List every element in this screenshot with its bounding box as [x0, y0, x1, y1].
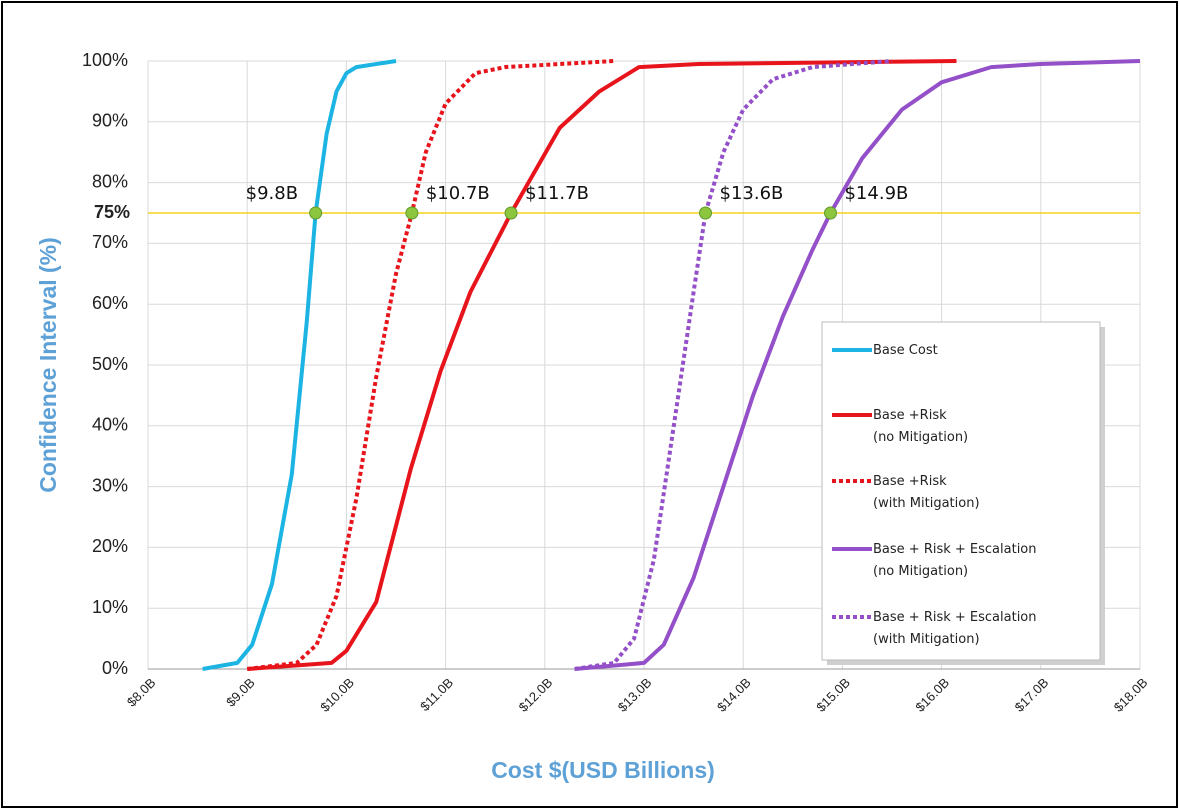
legend-label: Base + Risk + Escalation (with Mitigation… [873, 610, 1037, 647]
annotation-point [823, 206, 837, 220]
y-tick-label: 90% [92, 111, 128, 131]
legend-label: Base Cost [873, 343, 938, 358]
y-tick-label: 70% [92, 232, 128, 252]
annotation-point [699, 206, 713, 220]
legend-label: Base +Risk (with Mitigation) [873, 474, 980, 511]
annotation-label: $13.6B [720, 183, 784, 204]
legend-label: Base +Risk (no Mitigation) [873, 408, 968, 445]
y-tick-label: 40% [92, 415, 128, 435]
y-tick-label: 60% [92, 293, 128, 313]
series-line [574, 59, 1141, 671]
y-tick-label: 0% [102, 658, 128, 678]
annotation-label: $9.8B [246, 183, 298, 204]
y-tick-label: 30% [92, 475, 128, 495]
y-tick-label: 20% [92, 536, 128, 556]
legend [821, 321, 1101, 661]
y-tick-label: 80% [92, 171, 128, 191]
y-tick-label: 100% [82, 50, 128, 70]
annotation-point [405, 206, 419, 220]
y-axis-title: Confidence Interval (%) [35, 237, 61, 493]
y-tick-label: 50% [92, 354, 128, 374]
annotation-label: $10.7B [426, 183, 490, 204]
x-axis-title: Cost $(USD Billions) [491, 757, 715, 783]
y-tick-label: 10% [92, 597, 128, 617]
series-line [202, 59, 397, 671]
legend-label: Base + Risk + Escalation (no Mitigation) [873, 542, 1037, 579]
annotation-label: $11.7B [525, 183, 589, 204]
annotation-point [504, 206, 518, 220]
series-line [574, 59, 893, 671]
series-line [246, 59, 615, 671]
annotation-point [309, 206, 323, 220]
reference-label: 75% [94, 202, 130, 222]
annotation-label: $14.9B [844, 183, 908, 204]
series-line [247, 59, 957, 671]
